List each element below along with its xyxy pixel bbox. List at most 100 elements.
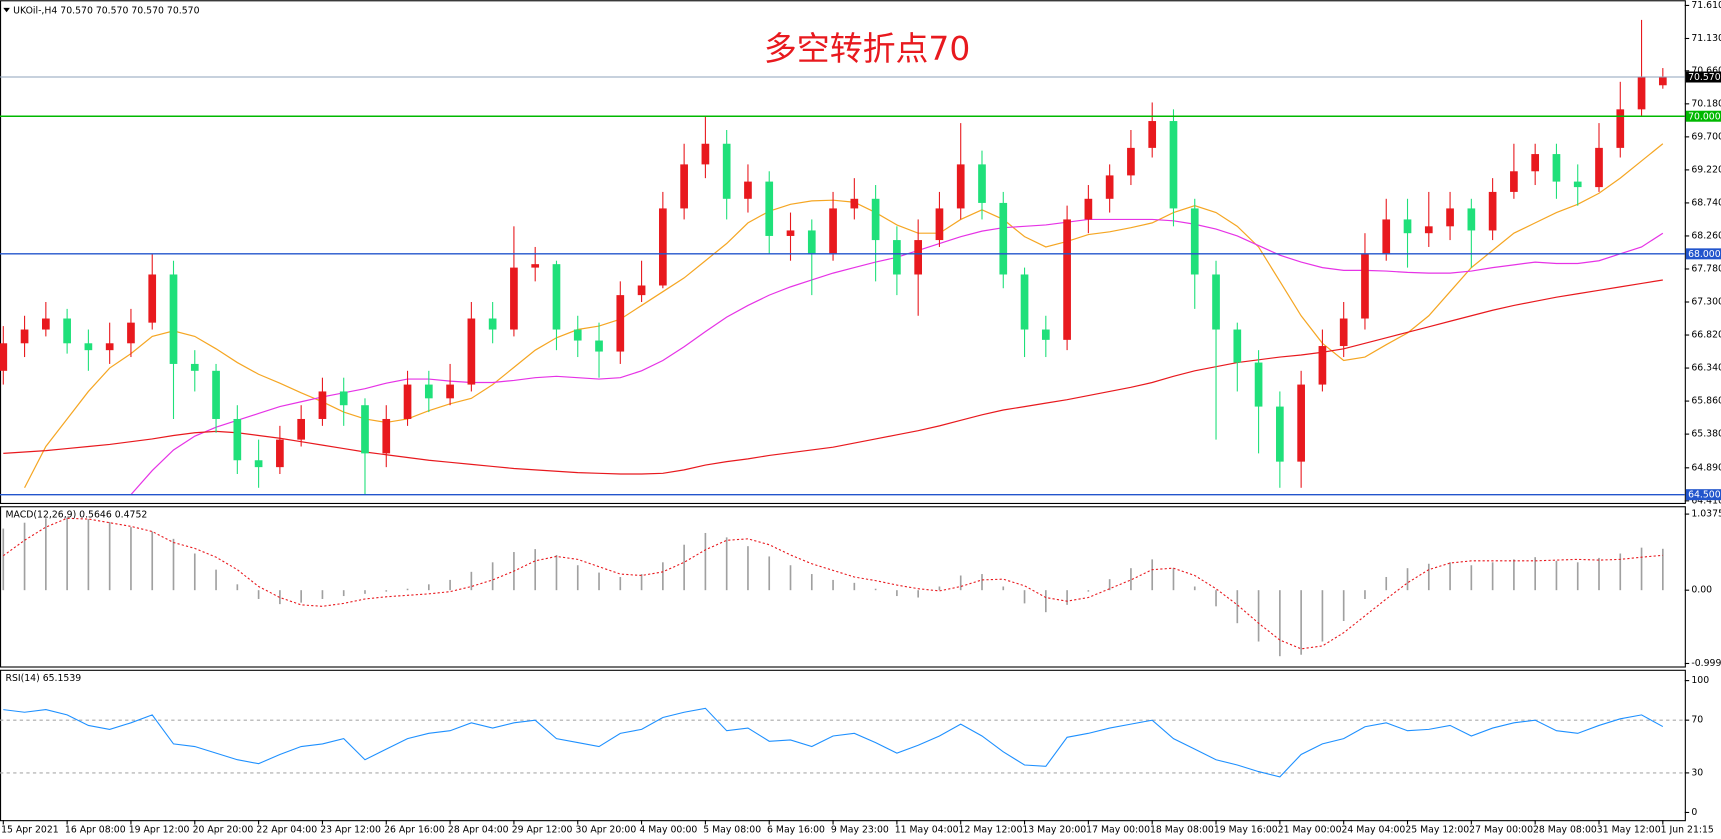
macd-bar — [1598, 557, 1600, 591]
macd-bar — [1619, 553, 1622, 591]
candle-body — [233, 418, 242, 461]
macd-bar — [1172, 568, 1175, 591]
candle-body — [1148, 121, 1157, 148]
macd-bar — [108, 521, 111, 591]
candle-body — [1467, 208, 1476, 231]
candle-body — [1382, 219, 1391, 254]
macd-panel — [0, 506, 1686, 668]
macd-bar — [491, 562, 494, 591]
y-tick-label: 0 — [1691, 807, 1697, 818]
candle-body — [1318, 346, 1327, 385]
y-tick-label: 68.740 — [1691, 197, 1721, 208]
candle-body — [531, 264, 540, 268]
macd-bar — [257, 590, 260, 599]
macd-bar — [576, 565, 579, 591]
candle-body — [1254, 362, 1263, 407]
candle-body — [637, 285, 646, 296]
x-tick-label: 19 Apr 12:00 — [129, 824, 190, 835]
macd-bar — [1215, 590, 1217, 607]
candle-body — [956, 164, 965, 209]
candle-body — [1212, 274, 1220, 330]
y-tick-label: 70.180 — [1691, 98, 1721, 109]
candle-body — [488, 318, 497, 330]
candle-body — [1169, 121, 1178, 209]
candle-body — [20, 329, 29, 344]
y-tick-label: 67.300 — [1691, 297, 1721, 308]
x-tick-label: 24 May 04:00 — [1341, 824, 1405, 835]
last-price-label: 70.570 — [1688, 72, 1721, 83]
macd-bar — [470, 571, 473, 591]
x-tick-label: 4 May 00:00 — [639, 824, 697, 835]
macd-bar — [45, 518, 47, 591]
macd-bar — [1385, 576, 1388, 591]
macd-bar — [427, 584, 430, 591]
macd-bar — [1491, 562, 1494, 591]
macd-bar — [151, 531, 154, 591]
candle-body — [1361, 253, 1369, 319]
macd-bar — [1279, 590, 1281, 657]
y-tick-label: 69.700 — [1691, 131, 1721, 142]
y-tick-label: 69.220 — [1691, 164, 1721, 175]
macd-bar — [810, 574, 813, 591]
level-label-box — [1685, 248, 1721, 260]
macd-bar — [1002, 586, 1005, 591]
y-tick-label: 65.860 — [1691, 396, 1721, 407]
y-tick-label: 71.610 — [1691, 0, 1721, 11]
macd-bar — [1321, 590, 1324, 642]
x-tick-label: 16 Apr 08:00 — [65, 824, 126, 835]
macd-bar — [321, 590, 324, 599]
x-tick-label: 11 May 04:00 — [895, 824, 959, 835]
rsi-line — [3, 707, 1664, 778]
candle-body — [382, 418, 391, 454]
x-tick-label: 20 Apr 20:00 — [193, 824, 254, 835]
x-tick-label: 9 May 23:00 — [831, 824, 889, 835]
candle-body — [1105, 175, 1114, 199]
candle-body — [297, 418, 305, 440]
macd-bar — [619, 576, 622, 591]
x-tick-label: 31 May 12:00 — [1597, 824, 1661, 835]
candle-body — [786, 230, 795, 236]
candle-body — [1127, 147, 1135, 176]
candle-body — [1488, 191, 1497, 231]
x-tick-label: 18 May 08:00 — [1150, 824, 1214, 835]
x-tick-label: 19 May 16:00 — [1214, 824, 1278, 835]
rsi-panel — [0, 669, 1686, 822]
x-tick-label: 28 May 08:00 — [1533, 824, 1597, 835]
candle-body — [1020, 274, 1029, 330]
macd-bar — [87, 519, 90, 591]
macd-bar — [1044, 590, 1047, 613]
x-tick-label: 27 May 00:00 — [1469, 824, 1533, 835]
macd-bar — [1108, 579, 1111, 591]
candle-body — [510, 267, 518, 330]
macd-bar — [1300, 590, 1302, 655]
candle-body — [1297, 384, 1305, 462]
candle-body — [552, 264, 561, 330]
candle-body — [42, 318, 50, 330]
candle-body — [744, 181, 752, 199]
candle-body — [1084, 198, 1093, 220]
y-tick-label: 66.340 — [1691, 363, 1721, 374]
macd-bar — [406, 588, 409, 591]
x-tick-label: 29 Apr 12:00 — [512, 824, 573, 835]
candle-body — [680, 164, 688, 209]
candle-body — [595, 340, 603, 352]
y-tick-label: 0.00 — [1691, 585, 1712, 596]
candle-body — [722, 143, 731, 199]
macd-bar — [555, 554, 558, 591]
macd-bar — [747, 546, 749, 591]
x-tick-label: 13 May 20:00 — [1022, 824, 1086, 835]
y-tick-label: 71.130 — [1691, 33, 1721, 44]
macd-bar — [789, 565, 792, 591]
candle-body — [1276, 406, 1284, 462]
candle-body — [169, 274, 178, 364]
y-tick-label: 70.660 — [1691, 65, 1721, 76]
candle-body — [339, 391, 348, 406]
macd-bar — [66, 517, 68, 591]
x-tick-label: 15 Apr 2021 — [1, 824, 59, 835]
macd-bar — [662, 562, 664, 591]
x-tick-label: 17 May 00:00 — [1086, 824, 1150, 835]
y-tick-label: 100 — [1691, 675, 1709, 686]
candle-body — [424, 384, 433, 399]
y-tick-label: 67.780 — [1691, 263, 1721, 274]
y-tick-label: 68.260 — [1691, 230, 1721, 241]
